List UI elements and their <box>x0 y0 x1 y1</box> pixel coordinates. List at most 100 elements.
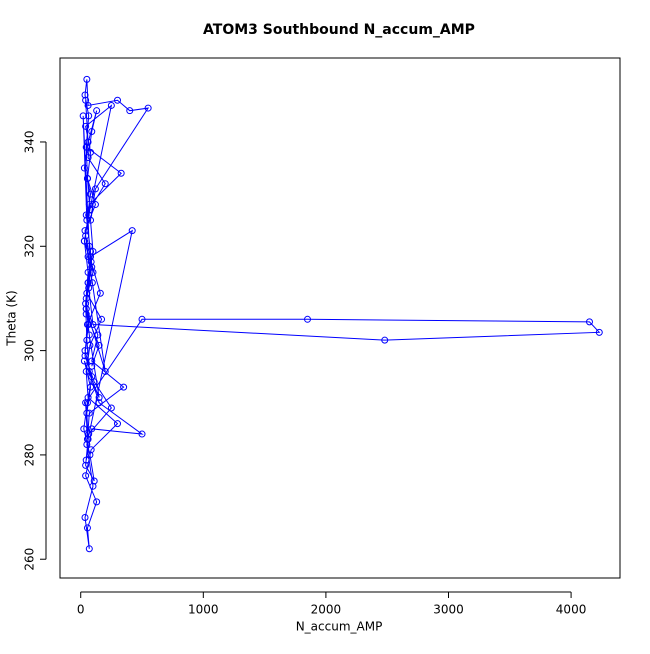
data-point <box>144 104 152 112</box>
data-point <box>81 227 89 235</box>
data-point <box>83 399 91 407</box>
data-point <box>83 409 91 417</box>
data-point <box>585 318 593 326</box>
data-point <box>138 315 146 323</box>
data-point <box>107 101 115 109</box>
x-axis-label: N_accum_AMP <box>296 620 383 634</box>
data-point <box>96 289 104 297</box>
data-point <box>84 101 92 109</box>
data-point <box>88 425 96 433</box>
data-point <box>85 201 93 209</box>
data-point <box>86 206 94 214</box>
y-axis-label: Theta (K) <box>5 290 19 346</box>
data-point <box>82 310 90 318</box>
data-point <box>90 477 98 485</box>
data-point <box>85 242 93 250</box>
data-point <box>87 190 95 198</box>
data-point <box>84 154 92 162</box>
data-point <box>101 367 109 375</box>
data-point <box>81 347 89 355</box>
data-point <box>84 268 92 276</box>
data-point <box>117 169 125 177</box>
data-point <box>82 367 90 375</box>
data-point <box>82 232 90 240</box>
x-tick-label: 0 <box>77 603 85 617</box>
data-point <box>120 383 128 391</box>
data-point <box>82 143 90 151</box>
data-point <box>85 112 93 120</box>
data-point <box>101 180 109 188</box>
y-tick-label: 320 <box>23 235 37 258</box>
x-tick-label: 2000 <box>311 603 342 617</box>
data-point <box>95 399 103 407</box>
data-point <box>82 211 90 219</box>
y-tick-label: 300 <box>23 339 37 362</box>
data-point <box>93 107 101 115</box>
data-point <box>83 435 91 443</box>
data-point <box>87 248 95 256</box>
data-point <box>94 331 102 339</box>
plot-box <box>59 57 621 579</box>
x-tick-label: 1000 <box>188 603 219 617</box>
data-point <box>304 315 312 323</box>
data-point <box>83 336 91 344</box>
y-tick-label: 340 <box>23 131 37 154</box>
data-point <box>87 446 95 454</box>
data-point <box>82 399 90 407</box>
data-point <box>82 300 90 308</box>
x-tick-label: 3000 <box>433 603 464 617</box>
data-point <box>80 357 88 365</box>
chart-title: ATOM3 Southbound N_accum_AMP <box>203 22 475 38</box>
data-point <box>126 107 134 115</box>
data-point <box>82 305 90 313</box>
data-point <box>95 341 103 349</box>
data-point <box>80 237 88 245</box>
data-point <box>381 336 389 344</box>
data-point <box>595 328 603 336</box>
data-point <box>81 352 89 360</box>
data-point <box>82 294 90 302</box>
data-point <box>86 451 94 459</box>
data-point <box>83 75 91 83</box>
series-line <box>82 79 601 549</box>
data-point <box>80 425 88 433</box>
data-point <box>81 513 89 521</box>
data-point <box>82 456 90 464</box>
data-point <box>85 430 93 438</box>
data-point <box>87 258 95 266</box>
data-point <box>89 248 97 256</box>
data-point <box>82 472 90 480</box>
data-point <box>82 122 90 130</box>
data-point <box>88 362 96 370</box>
data-point <box>90 378 98 386</box>
data-point <box>81 91 89 99</box>
data-point <box>98 315 106 323</box>
y-tick-label: 260 <box>23 548 37 571</box>
data-point <box>88 263 96 271</box>
data-point <box>83 321 91 329</box>
data-point <box>87 216 95 224</box>
data-point <box>95 394 103 402</box>
data-point <box>128 227 136 235</box>
data-point <box>82 461 90 469</box>
data-point <box>107 404 115 412</box>
data-point <box>80 164 88 172</box>
data-point <box>89 482 97 490</box>
data-point <box>93 498 101 506</box>
data-point <box>85 409 93 417</box>
data-point <box>88 279 96 287</box>
data-point <box>84 279 92 287</box>
data-point <box>113 420 121 428</box>
data-point <box>87 383 95 391</box>
data-point <box>83 440 91 448</box>
data-point <box>89 268 97 276</box>
data-point <box>85 284 93 292</box>
data-point <box>83 524 91 532</box>
data-point <box>83 174 91 182</box>
data-point <box>86 341 94 349</box>
x-tick-label: 4000 <box>556 603 587 617</box>
data-point <box>85 545 93 553</box>
y-tick-label: 280 <box>23 443 37 466</box>
data-point <box>88 357 96 365</box>
